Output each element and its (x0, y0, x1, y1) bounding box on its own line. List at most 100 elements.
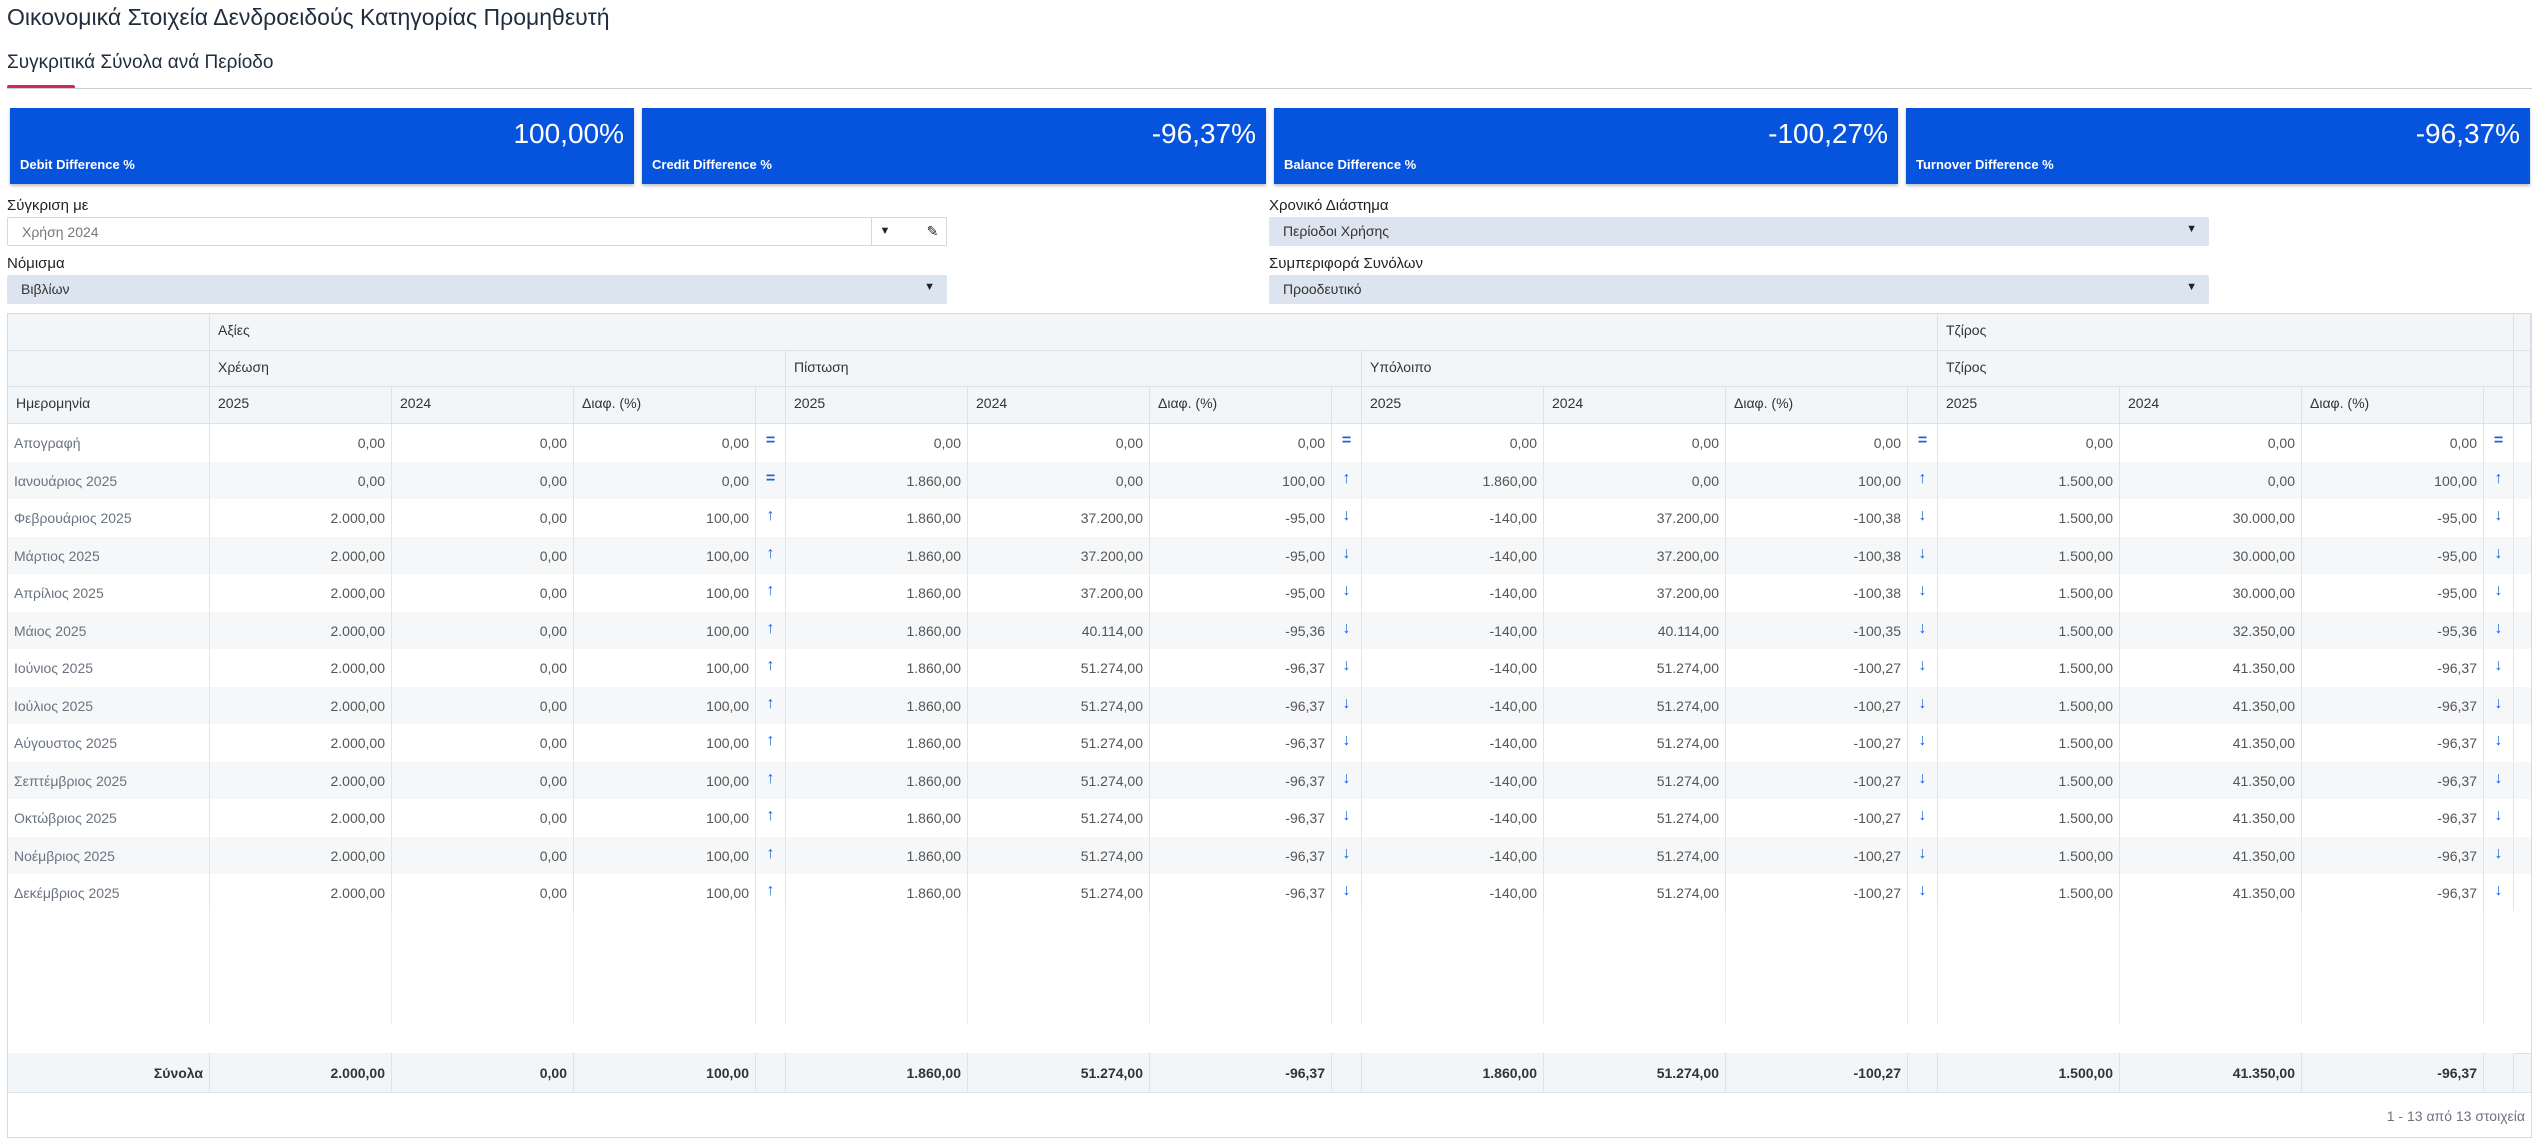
cell-value: 2.000,00 (210, 574, 392, 611)
compare-select[interactable]: Χρήση 2024 ▼ (7, 217, 927, 246)
cell-value: -96,37 (2302, 874, 2484, 911)
behavior-select[interactable]: Προοδευτικό ▼ (1269, 275, 2209, 304)
cell-value: -140,00 (1362, 574, 1544, 611)
header-group-turnover: Τζίρος (1938, 314, 2514, 351)
cell-value: 51.274,00 (1544, 799, 1726, 836)
cell-value: 37.200,00 (1544, 499, 1726, 536)
cell-value: 37.200,00 (1544, 536, 1726, 574)
caret-down-icon: ▼ (2186, 281, 2197, 293)
cell-value: 100,00 (1726, 461, 1908, 499)
cell-value: 1.500,00 (1938, 649, 2120, 686)
caret-down-icon: ▼ (924, 281, 935, 293)
cell-value: 2.000,00 (210, 649, 392, 686)
header-balance: Υπόλοιπο (1362, 351, 1938, 387)
total-value: 0,00 (392, 1053, 574, 1091)
row-date: Αύγουστος 2025 (8, 724, 210, 761)
header-icon-col (2484, 387, 2514, 424)
kpi-value: -100,27% (1768, 118, 1888, 149)
cell-value: -140,00 (1362, 761, 1544, 799)
table-row (8, 536, 2531, 574)
header-turnover: Τζίρος (1938, 351, 2514, 387)
caret-down-icon[interactable]: ▼ (871, 218, 898, 245)
cell-value: 100,00 (1150, 461, 1332, 499)
header-col-cur[interactable]: 2025 (210, 387, 392, 424)
row-date: Φεβρουάριος 2025 (8, 499, 210, 536)
header-col-diff[interactable]: Διαφ. (%) (1726, 387, 1908, 424)
kpi-debit-difference: 100,00% Debit Difference % (10, 108, 634, 184)
header-corner (8, 314, 210, 351)
cell-value: -140,00 (1362, 836, 1544, 874)
total-value: 51.274,00 (968, 1053, 1150, 1091)
arrow-down-icon: ↓ (1332, 574, 1362, 611)
cell-value: 2.000,00 (210, 874, 392, 911)
cell-value: 0,00 (2120, 424, 2302, 461)
row-date: Σεπτέμβριος 2025 (8, 761, 210, 799)
arrow-down-icon: ↓ (1332, 874, 1362, 911)
total-value: 51.274,00 (1544, 1053, 1726, 1091)
header-col-prev[interactable]: 2024 (1544, 387, 1726, 424)
header-icon-col (1332, 387, 1362, 424)
cell-value: -100,38 (1726, 574, 1908, 611)
header-col-cur[interactable]: 2025 (786, 387, 968, 424)
caret-down-icon: ▼ (2186, 223, 2197, 235)
header-col-diff[interactable]: Διαφ. (%) (574, 387, 756, 424)
kpi-label: Debit Difference % (20, 157, 135, 172)
header-icon-col (756, 387, 786, 424)
header-col-cur[interactable]: 2025 (1362, 387, 1544, 424)
arrow-down-icon: ↓ (2484, 874, 2514, 911)
tab-comparative-totals[interactable]: Συγκριτικά Σύνολα ανά Περίοδο (7, 52, 274, 73)
cell-value: 51.274,00 (1544, 874, 1726, 911)
arrow-down-icon: ↓ (1908, 574, 1938, 611)
cell-value: 0,00 (2120, 461, 2302, 499)
cell-value: -140,00 (1362, 874, 1544, 911)
arrow-down-icon: ↓ (1908, 724, 1938, 761)
arrow-down-icon: ↓ (1332, 499, 1362, 536)
table-row (8, 874, 2531, 912)
header-col-diff[interactable]: Διαφ. (%) (1150, 387, 1332, 424)
cell-value: 2.000,00 (210, 761, 392, 799)
equals-icon: = (756, 461, 786, 499)
header-col-prev[interactable]: 2024 (968, 387, 1150, 424)
cell-value: 1.860,00 (786, 724, 968, 761)
pencil-icon[interactable]: ✎ (919, 217, 947, 246)
arrow-down-icon: ↓ (1908, 649, 1938, 686)
cell-value: -100,27 (1726, 836, 1908, 874)
arrow-up-icon: ↑ (756, 499, 786, 536)
table-row (8, 799, 2531, 837)
arrow-down-icon: ↓ (2484, 686, 2514, 724)
header-col-prev[interactable]: 2024 (2120, 387, 2302, 424)
header-icon-col (1908, 387, 1938, 424)
arrow-down-icon: ↓ (2484, 649, 2514, 686)
cell-value: 40.114,00 (968, 611, 1150, 649)
period-select[interactable]: Περίοδοι Χρήσης ▼ (1269, 217, 2209, 246)
cell-value: -96,37 (2302, 649, 2484, 686)
cell-value: -100,38 (1726, 536, 1908, 574)
header-col-diff[interactable]: Διαφ. (%) (2302, 387, 2484, 424)
cell-value: 1.860,00 (786, 461, 968, 499)
cell-value: 37.200,00 (968, 536, 1150, 574)
header-date[interactable]: Ημερομηνία (8, 387, 210, 424)
table-row (8, 611, 2531, 649)
cell-value: -95,00 (2302, 536, 2484, 574)
currency-select[interactable]: Βιβλίων ▼ (7, 275, 947, 304)
cell-value: -95,00 (1150, 536, 1332, 574)
cell-value: 40.114,00 (1544, 611, 1726, 649)
cell-value: -96,37 (2302, 761, 2484, 799)
cell-value: 1.860,00 (786, 761, 968, 799)
cell-value: 0,00 (1362, 424, 1544, 461)
cell-value: 0,00 (392, 799, 574, 836)
arrow-up-icon: ↑ (756, 611, 786, 649)
cell-value: 1.500,00 (1938, 499, 2120, 536)
cell-value: -96,37 (1150, 836, 1332, 874)
total-value: 1.860,00 (786, 1053, 968, 1091)
cell-value: -100,27 (1726, 761, 1908, 799)
row-date: Ιανουάριος 2025 (8, 461, 210, 499)
arrow-down-icon: ↓ (1332, 536, 1362, 574)
header-col-prev[interactable]: 2024 (392, 387, 574, 424)
row-date: Μάρτιος 2025 (8, 536, 210, 574)
cell-value: 51.274,00 (968, 836, 1150, 874)
header-col-cur[interactable]: 2025 (1938, 387, 2120, 424)
table-row (8, 686, 2531, 724)
cell-value: 1.500,00 (1938, 536, 2120, 574)
behavior-value: Προοδευτικό (1283, 281, 1362, 297)
